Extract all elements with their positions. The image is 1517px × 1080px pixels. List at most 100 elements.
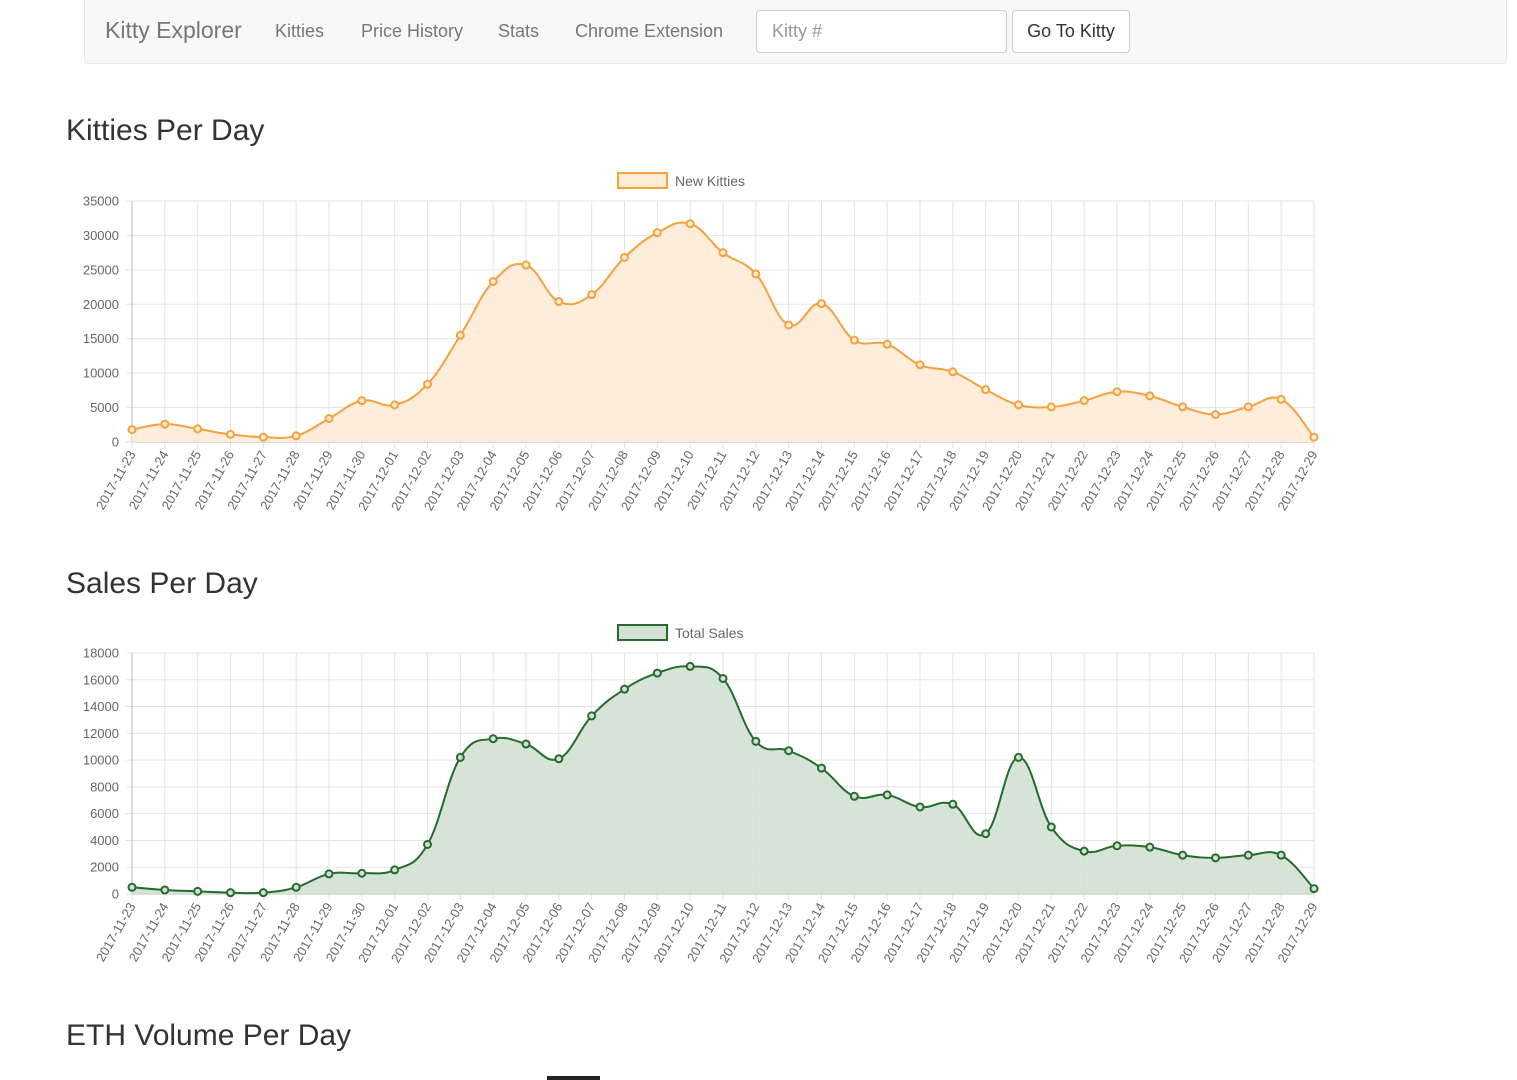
data-point[interactable] (1112, 387, 1122, 397)
data-point[interactable] (357, 396, 367, 406)
data-point[interactable] (324, 869, 334, 879)
y-tick-label: 5000 (90, 400, 119, 415)
y-tick-label: 35000 (83, 194, 119, 209)
data-point[interactable] (521, 739, 531, 749)
y-tick-label: 6000 (90, 806, 119, 821)
data-point[interactable] (817, 763, 826, 773)
data-point[interactable] (817, 299, 826, 309)
y-tick-label: 16000 (83, 672, 119, 687)
data-point[interactable] (423, 379, 432, 389)
data-point[interactable] (423, 839, 432, 849)
data-point[interactable] (784, 320, 794, 330)
data-point[interactable] (554, 297, 564, 307)
sales-chart-points (127, 661, 1319, 898)
data-point[interactable] (751, 736, 761, 746)
data-point[interactable] (784, 746, 794, 756)
data-point[interactable] (718, 248, 728, 258)
data-point[interactable] (291, 882, 301, 892)
data-point[interactable] (1046, 822, 1056, 832)
data-point[interactable] (1211, 853, 1220, 863)
data-point[interactable] (652, 668, 662, 678)
legend-swatch (617, 172, 668, 189)
sales-chart-y-tick-labels: 0 2000 4000 6000 8000 10000 12000 14000 16000 180… (83, 646, 119, 902)
y-tick-label: 12000 (83, 726, 119, 741)
data-point[interactable] (948, 799, 958, 809)
data-point[interactable] (1243, 850, 1253, 860)
data-point[interactable] (390, 400, 400, 410)
data-point[interactable] (1178, 850, 1188, 860)
data-point[interactable] (1079, 846, 1089, 856)
data-point[interactable] (193, 886, 203, 896)
data-point[interactable] (1178, 402, 1188, 412)
data-point[interactable] (981, 829, 991, 839)
data-point[interactable] (1014, 400, 1023, 410)
data-point[interactable] (587, 711, 597, 721)
data-point[interactable] (685, 219, 695, 229)
sales-chart-area-fill (132, 666, 1314, 894)
data-point[interactable] (915, 802, 925, 812)
data-point[interactable] (226, 888, 235, 898)
data-point[interactable] (160, 419, 170, 429)
kitties-chart-y-tick-labels: 0 5000 10000 15000 20000 25000 30000 35000 (83, 194, 119, 450)
data-point[interactable] (1079, 396, 1089, 406)
data-point[interactable] (1014, 752, 1023, 762)
kitties-chart-points (127, 219, 1319, 442)
data-point[interactable] (981, 385, 991, 395)
go-to-kitty-button[interactable]: Go To Kitty (1012, 10, 1130, 53)
brand-link[interactable]: Kitty Explorer (105, 17, 242, 43)
data-point[interactable] (1309, 432, 1319, 442)
data-point[interactable] (127, 882, 137, 892)
data-point[interactable] (620, 252, 629, 262)
data-point[interactable] (882, 339, 892, 349)
data-point[interactable] (488, 277, 498, 287)
y-tick-label: 10000 (83, 753, 119, 768)
data-point[interactable] (1145, 391, 1155, 401)
data-point[interactable] (521, 260, 531, 270)
data-point[interactable] (193, 424, 203, 434)
kitties-chart-legend[interactable]: New Kitties (617, 172, 745, 189)
data-point[interactable] (620, 684, 629, 694)
data-point[interactable] (1309, 884, 1319, 894)
data-point[interactable] (1211, 409, 1220, 419)
nav-link-price-history[interactable]: Price History (361, 21, 464, 41)
data-point[interactable] (948, 367, 958, 377)
data-point[interactable] (357, 868, 367, 878)
data-point[interactable] (488, 734, 498, 744)
kitty-number-input[interactable] (756, 10, 1007, 53)
legend-label: New Kitties (675, 173, 745, 189)
data-point[interactable] (652, 228, 662, 238)
data-point[interactable] (258, 888, 268, 898)
data-point[interactable] (455, 752, 465, 762)
data-point[interactable] (455, 330, 465, 340)
data-point[interactable] (1046, 402, 1056, 412)
data-point[interactable] (390, 865, 400, 875)
data-point[interactable] (1243, 402, 1253, 412)
data-point[interactable] (587, 290, 597, 300)
data-point[interactable] (1112, 841, 1122, 851)
data-point[interactable] (685, 661, 695, 671)
data-point[interactable] (849, 791, 859, 801)
sales-chart-legend[interactable]: Total Sales (617, 624, 743, 641)
data-point[interactable] (849, 335, 859, 345)
data-point[interactable] (160, 885, 170, 895)
data-point[interactable] (226, 429, 235, 439)
data-point[interactable] (718, 673, 728, 683)
data-point[interactable] (1276, 394, 1286, 404)
data-point[interactable] (127, 425, 137, 435)
data-point[interactable] (324, 414, 334, 424)
data-point[interactable] (1145, 842, 1155, 852)
y-tick-label: 30000 (83, 228, 119, 243)
data-point[interactable] (258, 432, 268, 442)
nav-link-kitties[interactable]: Kitties (275, 21, 325, 41)
data-point[interactable] (291, 431, 301, 441)
data-point[interactable] (915, 360, 925, 370)
data-point[interactable] (882, 790, 892, 800)
nav-link-chrome-extension[interactable]: Chrome Extension (575, 21, 724, 41)
kitties-per-day-chart: 0 5000 10000 15000 20000 25000 30000 35000 2017-… (83, 172, 1321, 513)
data-point[interactable] (554, 754, 564, 764)
data-point[interactable] (1276, 850, 1286, 860)
data-point[interactable] (751, 269, 761, 279)
nav-link-stats[interactable]: Stats (498, 21, 540, 41)
navbar: Kitty Explorer Kitties Price History Sta… (84, 0, 1507, 64)
y-tick-label: 8000 (90, 779, 119, 794)
